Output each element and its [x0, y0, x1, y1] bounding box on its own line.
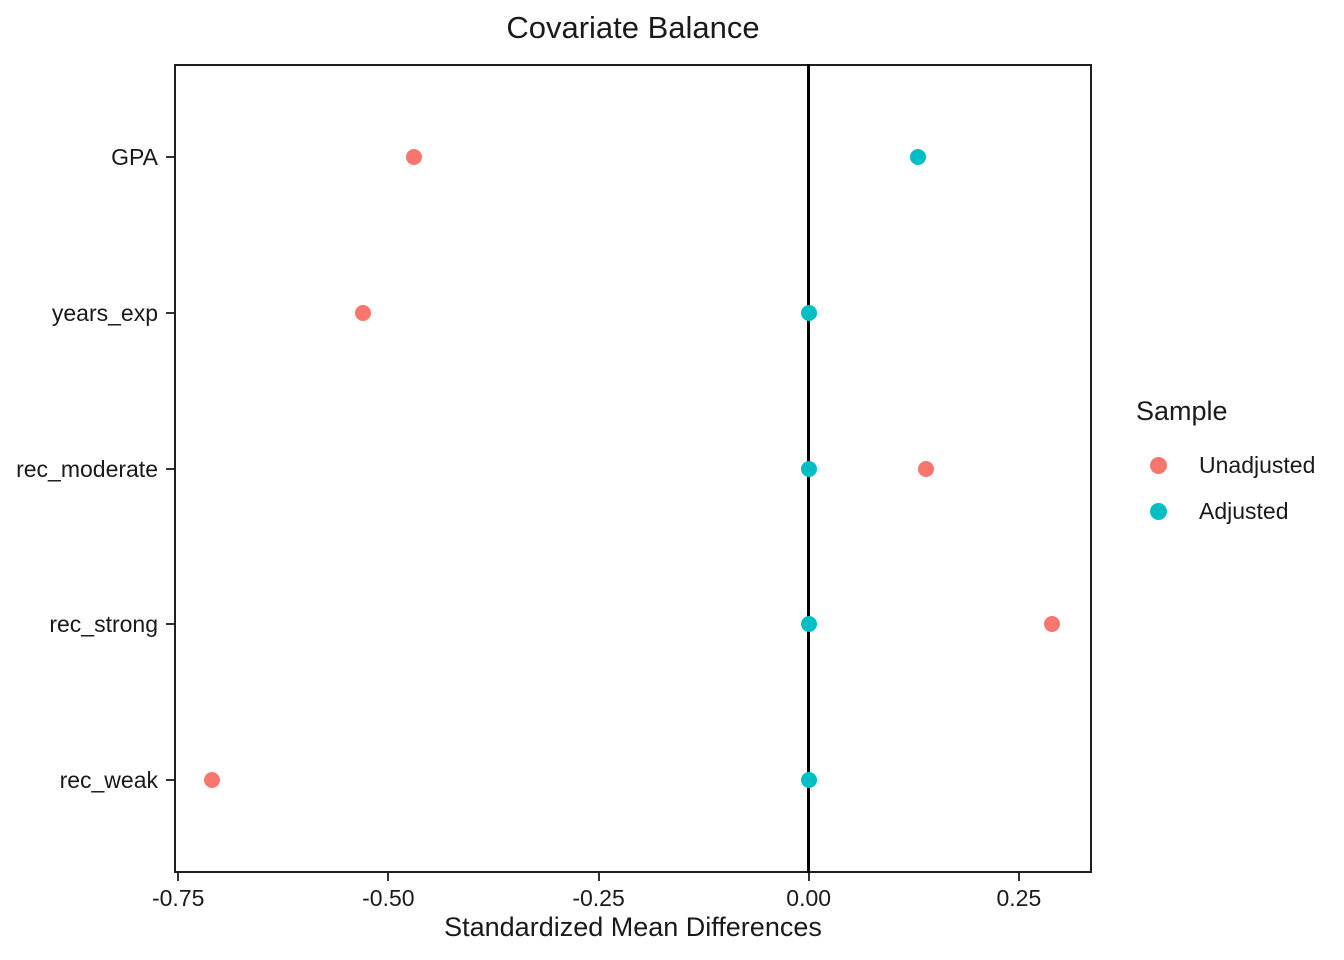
y-tick-label-rec-moderate: rec_moderate — [16, 455, 158, 482]
x-tick-label: 0.25 — [996, 885, 1042, 911]
x-tick-label: 0.00 — [786, 885, 832, 911]
data-point-adjusted-gpa — [909, 149, 926, 166]
y-tick-label-gpa: GPA — [111, 144, 158, 171]
y-tick-mark — [166, 623, 174, 626]
data-point-unadjusted-years-exp — [355, 304, 372, 321]
x-tick-label: -0.50 — [362, 885, 415, 911]
x-tick-mark — [177, 873, 180, 881]
data-point-unadjusted-rec-moderate — [918, 460, 935, 477]
data-point-unadjusted-gpa — [405, 149, 422, 166]
legend-item-adjusted: Adjusted — [1136, 488, 1315, 534]
legend-dot-unadjusted-icon — [1150, 456, 1167, 474]
y-tick-mark — [166, 467, 174, 470]
legend-title: Sample — [1136, 396, 1228, 426]
data-point-adjusted-years-exp — [800, 304, 817, 321]
data-point-unadjusted-rec-weak — [203, 771, 220, 788]
plot-panel — [174, 64, 1092, 873]
legend-label-unadjusted: Unadjusted — [1199, 451, 1316, 478]
data-point-adjusted-rec-weak — [800, 771, 817, 788]
x-tick-label: -0.75 — [151, 885, 205, 911]
y-tick-mark — [166, 778, 174, 781]
y-tick-label-rec-strong: rec_strong — [49, 611, 158, 638]
y-tick-label-rec-weak: rec_weak — [59, 766, 158, 793]
legend: Sample Unadjusted Adjusted — [1136, 394, 1315, 534]
data-point-unadjusted-rec-strong — [1044, 616, 1061, 633]
legend-item-unadjusted: Unadjusted — [1136, 442, 1315, 488]
x-tick-label: -0.25 — [572, 885, 625, 911]
data-point-adjusted-rec-moderate — [800, 460, 817, 477]
x-tick-mark — [387, 873, 390, 881]
y-tick-label-years-exp: years_exp — [51, 299, 158, 326]
x-axis-title: Standardized Mean Differences — [444, 912, 822, 942]
y-tick-mark — [166, 311, 174, 314]
y-tick-mark — [166, 156, 174, 159]
x-tick-mark — [807, 873, 810, 881]
legend-label-adjusted: Adjusted — [1199, 497, 1289, 524]
x-tick-mark — [597, 873, 600, 881]
data-point-adjusted-rec-strong — [800, 616, 817, 633]
legend-dot-adjusted-icon — [1150, 502, 1167, 520]
x-tick-mark — [1017, 873, 1020, 881]
chart-title: Covariate Balance — [506, 10, 760, 45]
